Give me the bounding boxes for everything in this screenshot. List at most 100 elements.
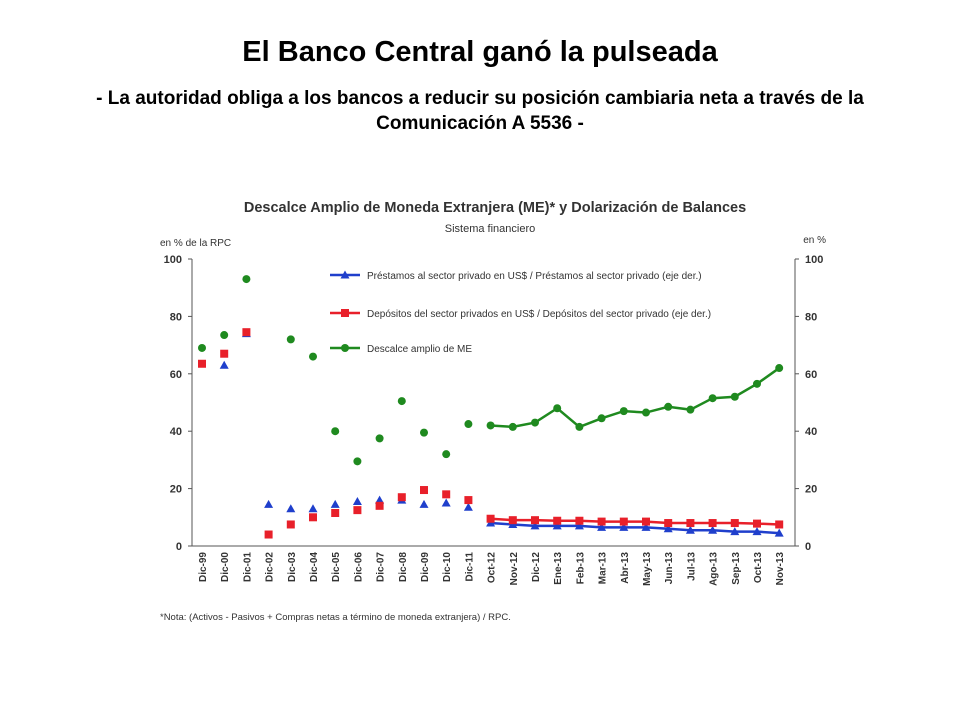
x-tick-label: Nov-12 bbox=[509, 552, 520, 586]
x-tick-label: Dic-00 bbox=[220, 552, 231, 582]
y-tick-label-left: 0 bbox=[176, 541, 182, 553]
data-point-square bbox=[375, 501, 384, 510]
x-tick-label: Dic-12 bbox=[531, 552, 542, 582]
y-tick-label-right: 100 bbox=[805, 254, 823, 266]
data-point-square bbox=[619, 517, 628, 526]
data-point-triangle bbox=[530, 521, 540, 530]
data-point-square bbox=[309, 513, 317, 522]
data-point-triangle bbox=[308, 504, 318, 513]
data-point-square bbox=[286, 520, 295, 529]
y-tick-label-right: 0 bbox=[805, 541, 811, 553]
x-tick-label: Dic-05 bbox=[331, 552, 342, 582]
slide-subtitle: - La autoridad obliga a los bancos a red… bbox=[96, 88, 864, 134]
data-point-square bbox=[775, 520, 784, 529]
data-point-square bbox=[486, 514, 495, 523]
data-point-triangle bbox=[441, 498, 451, 507]
y-tick-label-left: 40 bbox=[170, 426, 182, 438]
data-point-circle bbox=[753, 379, 761, 388]
data-point-triangle bbox=[641, 522, 651, 531]
legend-label: Depósitos del sector privados en US$ / D… bbox=[367, 309, 711, 320]
data-point-circle bbox=[486, 421, 495, 430]
x-tick-label: Dic-06 bbox=[353, 552, 364, 582]
data-point-circle bbox=[198, 343, 206, 352]
data-point-triangle bbox=[574, 521, 584, 530]
legend-label: Préstamos al sector privado en US$ / Pré… bbox=[367, 271, 702, 282]
legend-marker bbox=[340, 270, 350, 279]
x-tick-label: Ago-13 bbox=[709, 552, 720, 586]
data-point-square bbox=[198, 359, 206, 368]
data-point-square bbox=[442, 490, 451, 499]
data-point-circle bbox=[664, 402, 673, 411]
x-tick-label: Abr-13 bbox=[620, 552, 631, 584]
x-tick-label: Dic-10 bbox=[442, 552, 453, 582]
x-tick-label: Feb-13 bbox=[575, 552, 586, 585]
data-point-triangle bbox=[330, 499, 340, 508]
data-point-circle bbox=[464, 420, 473, 429]
data-point-square bbox=[242, 328, 251, 337]
data-point-triangle bbox=[352, 497, 362, 506]
data-point-circle bbox=[286, 335, 295, 344]
data-point-square bbox=[686, 519, 695, 528]
data-point-square bbox=[575, 516, 584, 525]
x-tick-label: Dic-03 bbox=[287, 552, 298, 582]
y-tick-label-right: 60 bbox=[805, 369, 817, 381]
data-point-circle bbox=[242, 275, 251, 284]
data-point-triangle bbox=[774, 528, 784, 537]
data-point-square bbox=[331, 508, 340, 517]
x-tick-label: Oct-13 bbox=[753, 552, 764, 584]
x-tick-label: Oct-12 bbox=[487, 552, 498, 584]
data-point-circle bbox=[375, 434, 384, 443]
data-point-triangle bbox=[730, 527, 740, 536]
data-point-square bbox=[642, 517, 650, 526]
data-point-circle bbox=[331, 427, 340, 436]
data-point-square bbox=[420, 486, 428, 495]
data-point-square bbox=[397, 493, 406, 502]
y-axis-left-label: en % de la RPC bbox=[160, 238, 231, 249]
data-point-circle bbox=[220, 331, 229, 340]
legend-label: Descalce amplio de ME bbox=[367, 344, 472, 355]
chart-title: Descalce Amplio de Moneda Extranjera (ME… bbox=[244, 200, 746, 216]
data-point-circle bbox=[397, 397, 406, 406]
data-point-triangle bbox=[286, 504, 296, 513]
x-tick-label: Dic-04 bbox=[309, 552, 320, 582]
y-tick-label-left: 100 bbox=[164, 254, 182, 266]
data-point-triangle bbox=[619, 522, 629, 531]
data-point-circle bbox=[353, 457, 362, 466]
y-tick-label-right: 40 bbox=[805, 426, 817, 438]
data-point-triangle bbox=[752, 527, 762, 536]
data-point-square bbox=[597, 517, 606, 526]
data-point-circle bbox=[420, 428, 428, 437]
x-tick-label: Dic-99 bbox=[198, 552, 209, 582]
data-point-triangle bbox=[219, 360, 229, 369]
data-point-circle bbox=[730, 392, 739, 401]
data-point-circle bbox=[442, 450, 451, 459]
data-point-square bbox=[664, 519, 673, 528]
data-point-circle bbox=[686, 405, 695, 414]
y-tick-label-left: 60 bbox=[170, 369, 182, 381]
data-point-circle bbox=[775, 364, 784, 373]
y-tick-label-left: 80 bbox=[170, 311, 182, 323]
legend-marker bbox=[341, 344, 349, 352]
x-tick-label: Nov-13 bbox=[775, 552, 786, 586]
data-point-square bbox=[220, 349, 229, 358]
data-point-triangle bbox=[597, 522, 607, 531]
x-tick-label: Dic-01 bbox=[242, 552, 253, 582]
x-tick-label: Jul-13 bbox=[686, 552, 697, 581]
x-tick-label: Mar-13 bbox=[598, 552, 609, 585]
data-point-square bbox=[708, 519, 717, 528]
data-point-triangle bbox=[463, 502, 473, 511]
x-tick-label: Ene-13 bbox=[553, 552, 564, 585]
data-point-triangle bbox=[264, 499, 274, 508]
data-point-square bbox=[264, 530, 273, 539]
x-tick-label: Dic-08 bbox=[398, 552, 409, 582]
data-point-circle bbox=[508, 422, 517, 431]
data-point-circle bbox=[553, 404, 562, 413]
data-point-circle bbox=[708, 394, 717, 403]
data-point-triangle bbox=[708, 525, 718, 534]
y-tick-label-left: 20 bbox=[170, 484, 182, 496]
data-point-circle bbox=[531, 418, 539, 427]
x-tick-label: Dic-07 bbox=[376, 552, 387, 582]
data-point-circle bbox=[575, 422, 584, 431]
y-tick-label-right: 80 bbox=[805, 311, 817, 323]
